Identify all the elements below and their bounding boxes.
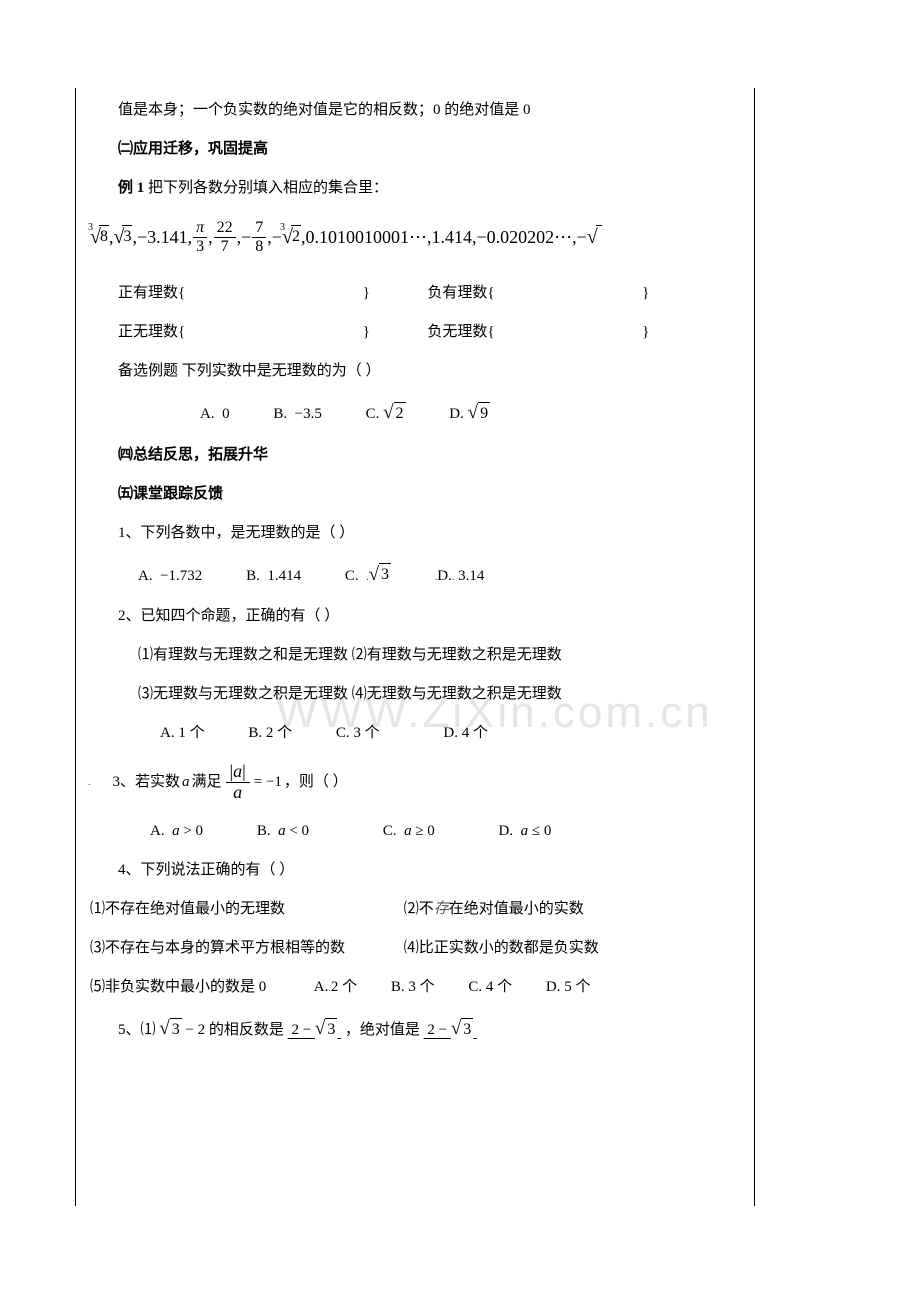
q3-post: ，则（ ） xyxy=(284,772,348,793)
q1-options: A. −1.732 B. 1.414 C. .√3 .D.. 3.14 xyxy=(90,562,740,589)
neg-irrational-label: 负无理数{ xyxy=(427,324,494,340)
q1-opt-b: B. 1.414 xyxy=(246,566,301,587)
q5-text: 5、⑴ √3 − 2 的相反数是 2 − √3 ，绝对值是 2 − √3 xyxy=(90,1016,740,1043)
q3-pre: 3、若实数 xyxy=(113,772,181,793)
q4-text: 4、下列说法正确的有（ ） xyxy=(90,860,740,881)
q4-row2: ⑶不存在与本身的算术平方根相等的数 ⑷比正实数小的数都是负实数 xyxy=(90,938,740,959)
example-1: 例 1 把下列各数分别填入相应的集合里： xyxy=(90,178,740,199)
set-row-1: 正有理数{ } 负有理数{ } xyxy=(90,283,740,304)
q3-options: A. a > 0 B. a < 0 C. a ≥ 0 D. a ≤ 0 xyxy=(90,821,740,842)
q3-opt-a: A. a > 0 xyxy=(150,821,203,842)
q5-expr1: √3 xyxy=(159,1016,181,1043)
line-intro: 值是本身；一个负实数的绝对值是它的相反数；0 的绝对值是 0 xyxy=(90,100,740,121)
backup-opt-d: D. √9 xyxy=(449,400,490,427)
q4-opt-b: B. 3 个 xyxy=(391,977,435,998)
q2-opt-b: B. 2 个 xyxy=(248,723,292,744)
q4-opt-c: C. 4 个 xyxy=(468,977,512,998)
q3-mid: 满足 xyxy=(192,772,222,793)
q1-opt-c: C. .√3 xyxy=(345,562,391,589)
page-border: WWW.ZiXin.com.cn 值是本身；一个负实数的绝对值是它的相反数；0 … xyxy=(75,88,755,1206)
q2-opt-d: D. 4 个 xyxy=(443,723,488,744)
number-list-formula: 3√8, √3, −3.141, π3, 227, −78, −3√2, 0.1… xyxy=(90,219,740,255)
brace-close-3: } xyxy=(363,324,370,340)
q3-fraction: |a| a xyxy=(226,762,250,803)
q2-sub1: ⑴有理数与无理数之和是无理数 ⑵有理数与无理数之积是无理数 xyxy=(90,645,740,666)
q4-row1: ⑴不存在绝对值最小的无理数 ⑵不存在绝对值最小的实数 xyxy=(90,899,740,920)
example-1-text: 把下列各数分别填入相应的集合里： xyxy=(144,180,388,196)
q5-mid1: 的相反数是 xyxy=(209,1022,288,1038)
section-2-title: ㈡应用迁移，巩固提高 xyxy=(90,139,740,160)
pos-rational-label: 正有理数{ xyxy=(118,285,185,301)
q5-ans1: 2 − √3 xyxy=(288,1022,341,1038)
backup-opt-a: A. 0 xyxy=(200,404,230,425)
brace-close-2: } xyxy=(642,285,649,301)
q1-opt-a: A. −1.732 xyxy=(138,566,202,587)
brace-close-1: } xyxy=(363,285,370,301)
q2-sub2: ⑶无理数与无理数之积是无理数 ⑷无理数与无理数之积是无理数 xyxy=(90,684,740,705)
q5-pre: 5、⑴ xyxy=(118,1022,156,1038)
section-4-title: ㈣总结反思，拓展升华 xyxy=(90,445,740,466)
q4-s5: ⑸非负实数中最小的数是 0 xyxy=(90,977,310,998)
q4-s2: ⑵不存在绝对值最小的实数 xyxy=(404,901,584,917)
backup-opt-c: C. √2 xyxy=(366,400,406,427)
q1-opt-d: .D.. 3.14 xyxy=(435,566,485,587)
backup-options: A. 0 B. −3.5 C. √2 D. √9 xyxy=(90,400,740,427)
q3-opt-c: C. a ≥ 0 xyxy=(383,821,435,842)
example-1-label: 例 1 xyxy=(118,180,144,196)
backup-example: 备选例题 下列实数中是无理数的为（ ） xyxy=(90,361,740,382)
q4-row3: ⑸非负实数中最小的数是 0 A..2 个 B. 3 个 C. 4 个 D. 5 … xyxy=(90,977,740,998)
content-area: 值是本身；一个负实数的绝对值是它的相反数；0 的绝对值是 0 ㈡应用迁移，巩固提… xyxy=(76,88,754,1073)
q2-text: 2、已知四个命题，正确的有（ ） xyxy=(90,606,740,627)
q3-var: a xyxy=(182,772,190,793)
set-row-2: 正无理数{ } 负无理数{ } xyxy=(90,322,740,343)
q4-s1: ⑴不存在绝对值最小的无理数 xyxy=(90,899,400,920)
q4-opt-a: A..2 个 xyxy=(314,977,357,998)
q2-options: A. 1 个 B. 2 个 C. 3 个 D. 4 个 xyxy=(90,723,740,744)
pos-irrational-label: 正无理数{ xyxy=(118,324,185,340)
q3-text: . 3、若实数 a 满足 |a| a = −1 ，则（ ） xyxy=(90,762,740,803)
backup-opt-b: B. −3.5 xyxy=(273,404,321,425)
q5-ans2: 2 − √3 xyxy=(424,1022,477,1038)
section-5-title: ㈤课堂跟踪反馈 xyxy=(90,484,740,505)
q3-opt-d: D. a ≤ 0 xyxy=(499,821,552,842)
q3-rhs: = −1 xyxy=(254,772,282,793)
brace-close-4: } xyxy=(642,324,649,340)
q2-opt-c: C. 3 个 xyxy=(336,723,380,744)
q3-opt-b: B. a < 0 xyxy=(257,821,309,842)
q1-text: 1、下列各数中，是无理数的是（ ） xyxy=(90,523,740,544)
q2-opt-a: A. 1 个 xyxy=(160,723,205,744)
q5-mid2: ，绝对值是 xyxy=(345,1022,424,1038)
neg-rational-label: 负有理数{ xyxy=(427,285,494,301)
q4-opt-d: D. 5 个 xyxy=(546,977,591,998)
q4-s3: ⑶不存在与本身的算术平方根相等的数 xyxy=(90,938,400,959)
q4-s4: ⑷比正实数小的数都是负实数 xyxy=(404,940,599,956)
